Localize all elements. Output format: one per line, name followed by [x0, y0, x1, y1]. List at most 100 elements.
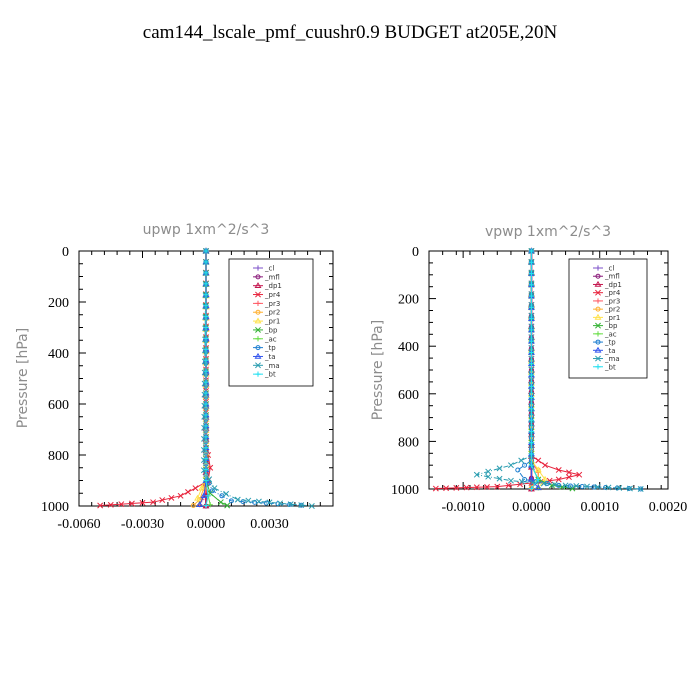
legend-label: _pr1 [264, 318, 280, 326]
series-marker-pr1 [534, 466, 542, 473]
series-marker-ma [518, 457, 525, 464]
legend-label: _bp [604, 322, 618, 330]
panel-1: upwp 1xm^2/s^3 Pressure [hPa] 0 200 400 600 80… [15, 222, 334, 532]
x-tick-label: 0.0010 [580, 500, 619, 515]
series-marker-ma [201, 358, 208, 365]
legend-label: _ma [604, 355, 620, 363]
legend-box [228, 258, 314, 387]
legend-label: _tp [264, 344, 276, 352]
series-marker-pr4 [555, 467, 562, 473]
series-marker-tp [567, 483, 573, 489]
legend-label: _mfl [604, 273, 620, 281]
series-marker-ma [507, 477, 514, 484]
legend: _cl_mfl_dp1_pr4_pr3_pr2_pr1_bp_ac_tp_ta_… [228, 258, 314, 387]
series-marker-ma [496, 475, 503, 482]
y-tick-label: 0 [62, 245, 69, 260]
legend-label: _bt [264, 371, 276, 379]
legend-label: _pr4 [264, 291, 281, 299]
legend-marker [595, 355, 601, 362]
x-tick-label: 0.0000 [512, 500, 551, 515]
series-marker-pr4 [463, 484, 470, 491]
series-marker-ma [202, 303, 209, 310]
legend-label: _dp1 [264, 282, 282, 290]
legend-label: _mfl [264, 273, 280, 281]
legend-marker [254, 317, 262, 324]
series-marker-ma [507, 462, 514, 469]
y-tick-label: 0 [412, 245, 419, 260]
legend-marker [255, 362, 261, 369]
x-tick-label: 0.0000 [187, 517, 226, 532]
y-tick-label: 200 [48, 296, 69, 311]
legend-marker [254, 352, 262, 359]
series-marker-bp [224, 502, 231, 509]
legend-label: _pr4 [604, 289, 621, 297]
series-marker-pr4 [517, 481, 524, 488]
series-marker-pr4 [150, 499, 157, 506]
series-marker-ma [637, 486, 644, 492]
series-marker-ma [308, 503, 315, 509]
series-marker-ma [616, 485, 623, 491]
series-marker-pr4 [566, 469, 572, 476]
y-tick-label: 1000 [391, 483, 419, 498]
y-tick-label: 200 [398, 293, 419, 308]
series-marker-ma [485, 468, 492, 475]
series-marker-ma [255, 498, 262, 505]
series-marker-ma [540, 480, 547, 487]
series-marker-tp [209, 488, 215, 494]
x-tick-label: -0.0030 [121, 517, 164, 532]
series-marker-ma [202, 336, 209, 343]
series-marker-ma [211, 485, 218, 492]
legend: _cl_mfl_dp1_pr4_pr3_pr2_pr1_bp_ac_tp_ta_… [568, 258, 648, 379]
series-marker-pr4 [128, 500, 135, 507]
legend-marker [254, 282, 262, 289]
series-marker-ma [584, 483, 590, 490]
legend-label: _ac [264, 335, 277, 343]
series-line-bt [205, 251, 209, 506]
legend-label: _pr3 [604, 297, 620, 305]
y-tick-label: 600 [48, 398, 69, 413]
legend-label: _ac [604, 330, 617, 338]
y-tick-label: 800 [398, 435, 419, 450]
legend-marker [255, 309, 261, 315]
series-marker-pr4 [97, 502, 104, 509]
legend-marker [594, 313, 602, 320]
panel-title: upwp 1xm^2/s^3 [143, 222, 270, 238]
x-tick-label: -0.0060 [57, 517, 100, 532]
legend-label: _bp [264, 326, 278, 334]
series-marker-bp [217, 499, 224, 506]
legend-marker [595, 322, 601, 329]
panel-title: vpwp 1xm^2/s^3 [485, 224, 611, 240]
series-marker-pr1 [194, 494, 202, 501]
series-marker-pr4 [546, 477, 553, 484]
series-marker-ma [551, 481, 558, 488]
series-marker-pr4 [555, 476, 562, 483]
y-axis-label: Pressure [hPa] [370, 320, 386, 420]
series-marker-pr1 [541, 475, 549, 482]
series-marker-pr4 [443, 485, 450, 492]
series-line-ta [199, 251, 207, 505]
panel-2: vpwp 1xm^2/s^3 Pressure [hPa] 0 200 400 600 80… [370, 224, 687, 515]
series-line-bt [530, 251, 539, 489]
legend-label: _ta [604, 347, 616, 355]
x-tick-label: -0.0010 [442, 500, 485, 515]
legend-label: _bt [604, 363, 616, 371]
legend-label: _cl [264, 265, 274, 273]
series-marker-ma [202, 314, 209, 321]
series-marker-pr4 [168, 494, 175, 501]
legend-label: _tp [604, 339, 616, 347]
series-marker-pr4 [159, 497, 166, 504]
legend-label: _ma [264, 362, 280, 370]
series-line-bp [530, 251, 573, 490]
y-tick-label: 1000 [41, 500, 69, 515]
legend-marker [595, 289, 601, 296]
series-marker-tp [252, 499, 258, 505]
y-tick-label: 600 [398, 388, 419, 403]
legend-marker [255, 345, 261, 351]
legend-label: _ta [264, 353, 276, 361]
series-marker-ma [573, 482, 580, 489]
series-marker-ta [200, 492, 208, 499]
legend-marker [594, 346, 602, 353]
legend-marker [255, 274, 261, 280]
series-marker-pr4 [535, 457, 542, 464]
series-marker-pr4 [484, 483, 490, 490]
